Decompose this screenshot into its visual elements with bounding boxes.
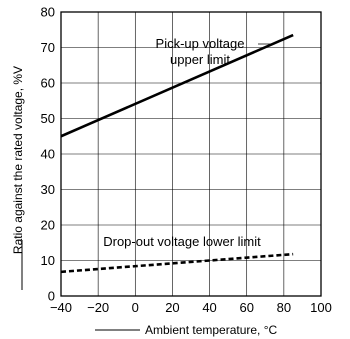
series-label: upper limit (170, 52, 230, 67)
y-tick-label: 10 (41, 253, 55, 268)
x-tick-label: −40 (50, 300, 72, 315)
y-tick-label: 60 (41, 76, 55, 91)
x-tick-label: 20 (165, 300, 179, 315)
grid (60, 11, 322, 297)
x-tick-label: 80 (277, 300, 291, 315)
y-tick-label: 70 (41, 40, 55, 55)
series-lines (60, 33, 294, 274)
tick-labels: 0 10 20 30 40 50 60 70 80 −40 −20 0 20 40 60 80 100 (41, 5, 332, 316)
plot-frame (60, 11, 322, 297)
y-axis-label: Ratio against the rated voltage, %V (11, 66, 25, 254)
y-tick-label: 20 (41, 218, 55, 233)
x-tick-label: 40 (202, 300, 216, 315)
y-tick-label: 0 (48, 289, 55, 304)
x-tick-label: −20 (87, 300, 109, 315)
x-tick-label: 100 (310, 300, 332, 315)
series-line (60, 33, 294, 138)
series-label: Drop-out voltage lower limit (103, 234, 261, 249)
x-tick-label: 60 (239, 300, 253, 315)
y-tick-label: 80 (41, 5, 55, 20)
series-label: Pick-up voltage (156, 36, 245, 51)
series-line (60, 252, 294, 274)
x-axis-label: Ambient temperature, °C (145, 323, 278, 337)
y-tick-label: 50 (41, 111, 55, 126)
y-tick-label: 30 (41, 182, 55, 197)
x-tick-label: 0 (132, 300, 139, 315)
y-tick-label: 40 (41, 147, 55, 162)
